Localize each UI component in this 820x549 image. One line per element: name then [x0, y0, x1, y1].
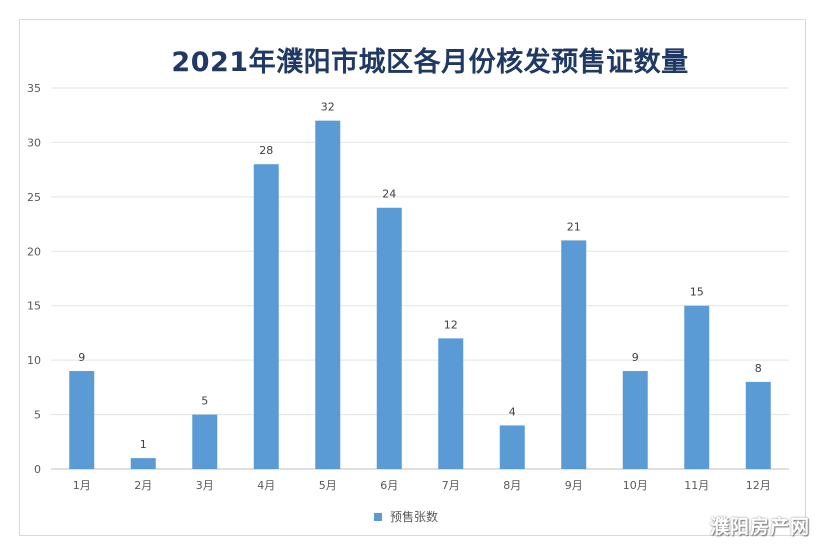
gridlines	[51, 87, 789, 470]
bar	[561, 240, 587, 469]
x-tick-label: 12月	[746, 479, 771, 492]
data-label: 5	[201, 395, 208, 408]
bar	[69, 371, 95, 469]
y-tick-label: 25	[27, 191, 41, 204]
y-tick-label: 30	[27, 136, 41, 149]
legend-label: 预售张数	[390, 510, 439, 524]
data-label: 8	[755, 362, 762, 375]
data-label: 12	[444, 318, 458, 331]
y-axis-ticks: 0 5 10 15 20 25 30 35	[27, 82, 41, 476]
y-tick-label: 15	[27, 300, 41, 313]
x-tick-label: 10月	[623, 479, 648, 492]
legend-swatch	[374, 512, 382, 521]
data-label: 9	[632, 351, 639, 364]
bar	[438, 338, 464, 469]
y-tick-label: 0	[34, 463, 41, 476]
y-tick-label: 35	[27, 82, 41, 95]
y-tick-label: 5	[34, 409, 41, 422]
x-tick-label: 1月	[73, 479, 91, 492]
y-tick-label: 20	[27, 245, 41, 258]
legend: 预售张数	[374, 508, 438, 525]
data-label: 1	[140, 438, 147, 451]
data-label: 32	[321, 101, 335, 114]
x-tick-label: 7月	[442, 479, 460, 492]
x-tick-label: 11月	[684, 479, 709, 492]
bar	[130, 458, 156, 469]
bars	[69, 120, 771, 470]
bar	[253, 164, 279, 469]
data-label: 21	[567, 220, 581, 233]
bar	[745, 381, 771, 469]
bar	[499, 425, 525, 469]
x-tick-label: 5月	[319, 479, 337, 492]
x-tick-label: 2月	[134, 479, 152, 492]
y-tick-label: 10	[27, 354, 41, 367]
chart-title: 2021年濮阳市城区各月份核发预售证数量	[171, 47, 689, 78]
data-label: 15	[690, 286, 704, 299]
x-tick-label: 9月	[565, 479, 583, 492]
x-axis-ticks: 1月 2月 3月 4月 5月 6月 7月 8月 9月 10月 11月 12月	[73, 479, 771, 492]
bar	[684, 305, 710, 469]
bar	[315, 120, 341, 470]
data-label: 9	[78, 351, 85, 364]
data-label: 28	[259, 144, 273, 157]
bar	[622, 371, 648, 469]
data-label: 4	[509, 405, 516, 418]
x-tick-label: 6月	[380, 479, 398, 492]
x-tick-label: 4月	[257, 479, 275, 492]
x-tick-label: 8月	[503, 479, 521, 492]
bar	[192, 414, 218, 469]
data-label: 24	[382, 188, 396, 201]
chart-frame	[19, 19, 806, 536]
bar	[376, 207, 402, 469]
x-tick-label: 3月	[196, 479, 214, 492]
watermark-text: 濮阳房产网	[709, 516, 810, 538]
